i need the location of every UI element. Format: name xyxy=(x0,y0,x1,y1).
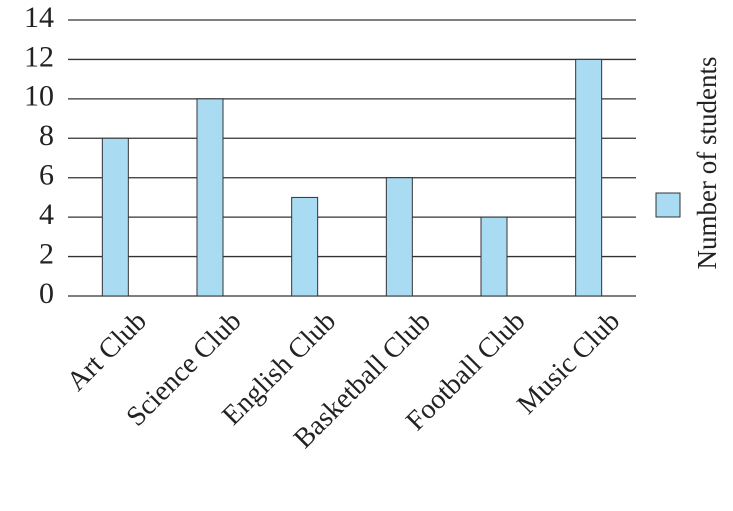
legend-label: Number of students xyxy=(692,57,722,270)
bar xyxy=(196,98,224,297)
bar xyxy=(101,137,129,297)
bar xyxy=(291,196,319,297)
bar xyxy=(385,177,413,297)
y-tick-label: 10 xyxy=(24,80,54,113)
y-tick-label: 8 xyxy=(39,119,54,152)
x-tick-label: Art Club xyxy=(61,306,153,398)
y-tick-label: 4 xyxy=(39,198,54,231)
bar xyxy=(480,216,508,297)
bar xyxy=(575,58,603,297)
y-tick-label: 6 xyxy=(39,159,54,192)
y-tick-label: 2 xyxy=(39,237,54,270)
y-tick-label: 0 xyxy=(39,277,54,310)
legend-swatch xyxy=(655,192,681,218)
x-tick-label: Music Club xyxy=(511,306,626,421)
y-tick-label: 12 xyxy=(24,40,54,73)
y-tick-label: 14 xyxy=(24,1,54,34)
